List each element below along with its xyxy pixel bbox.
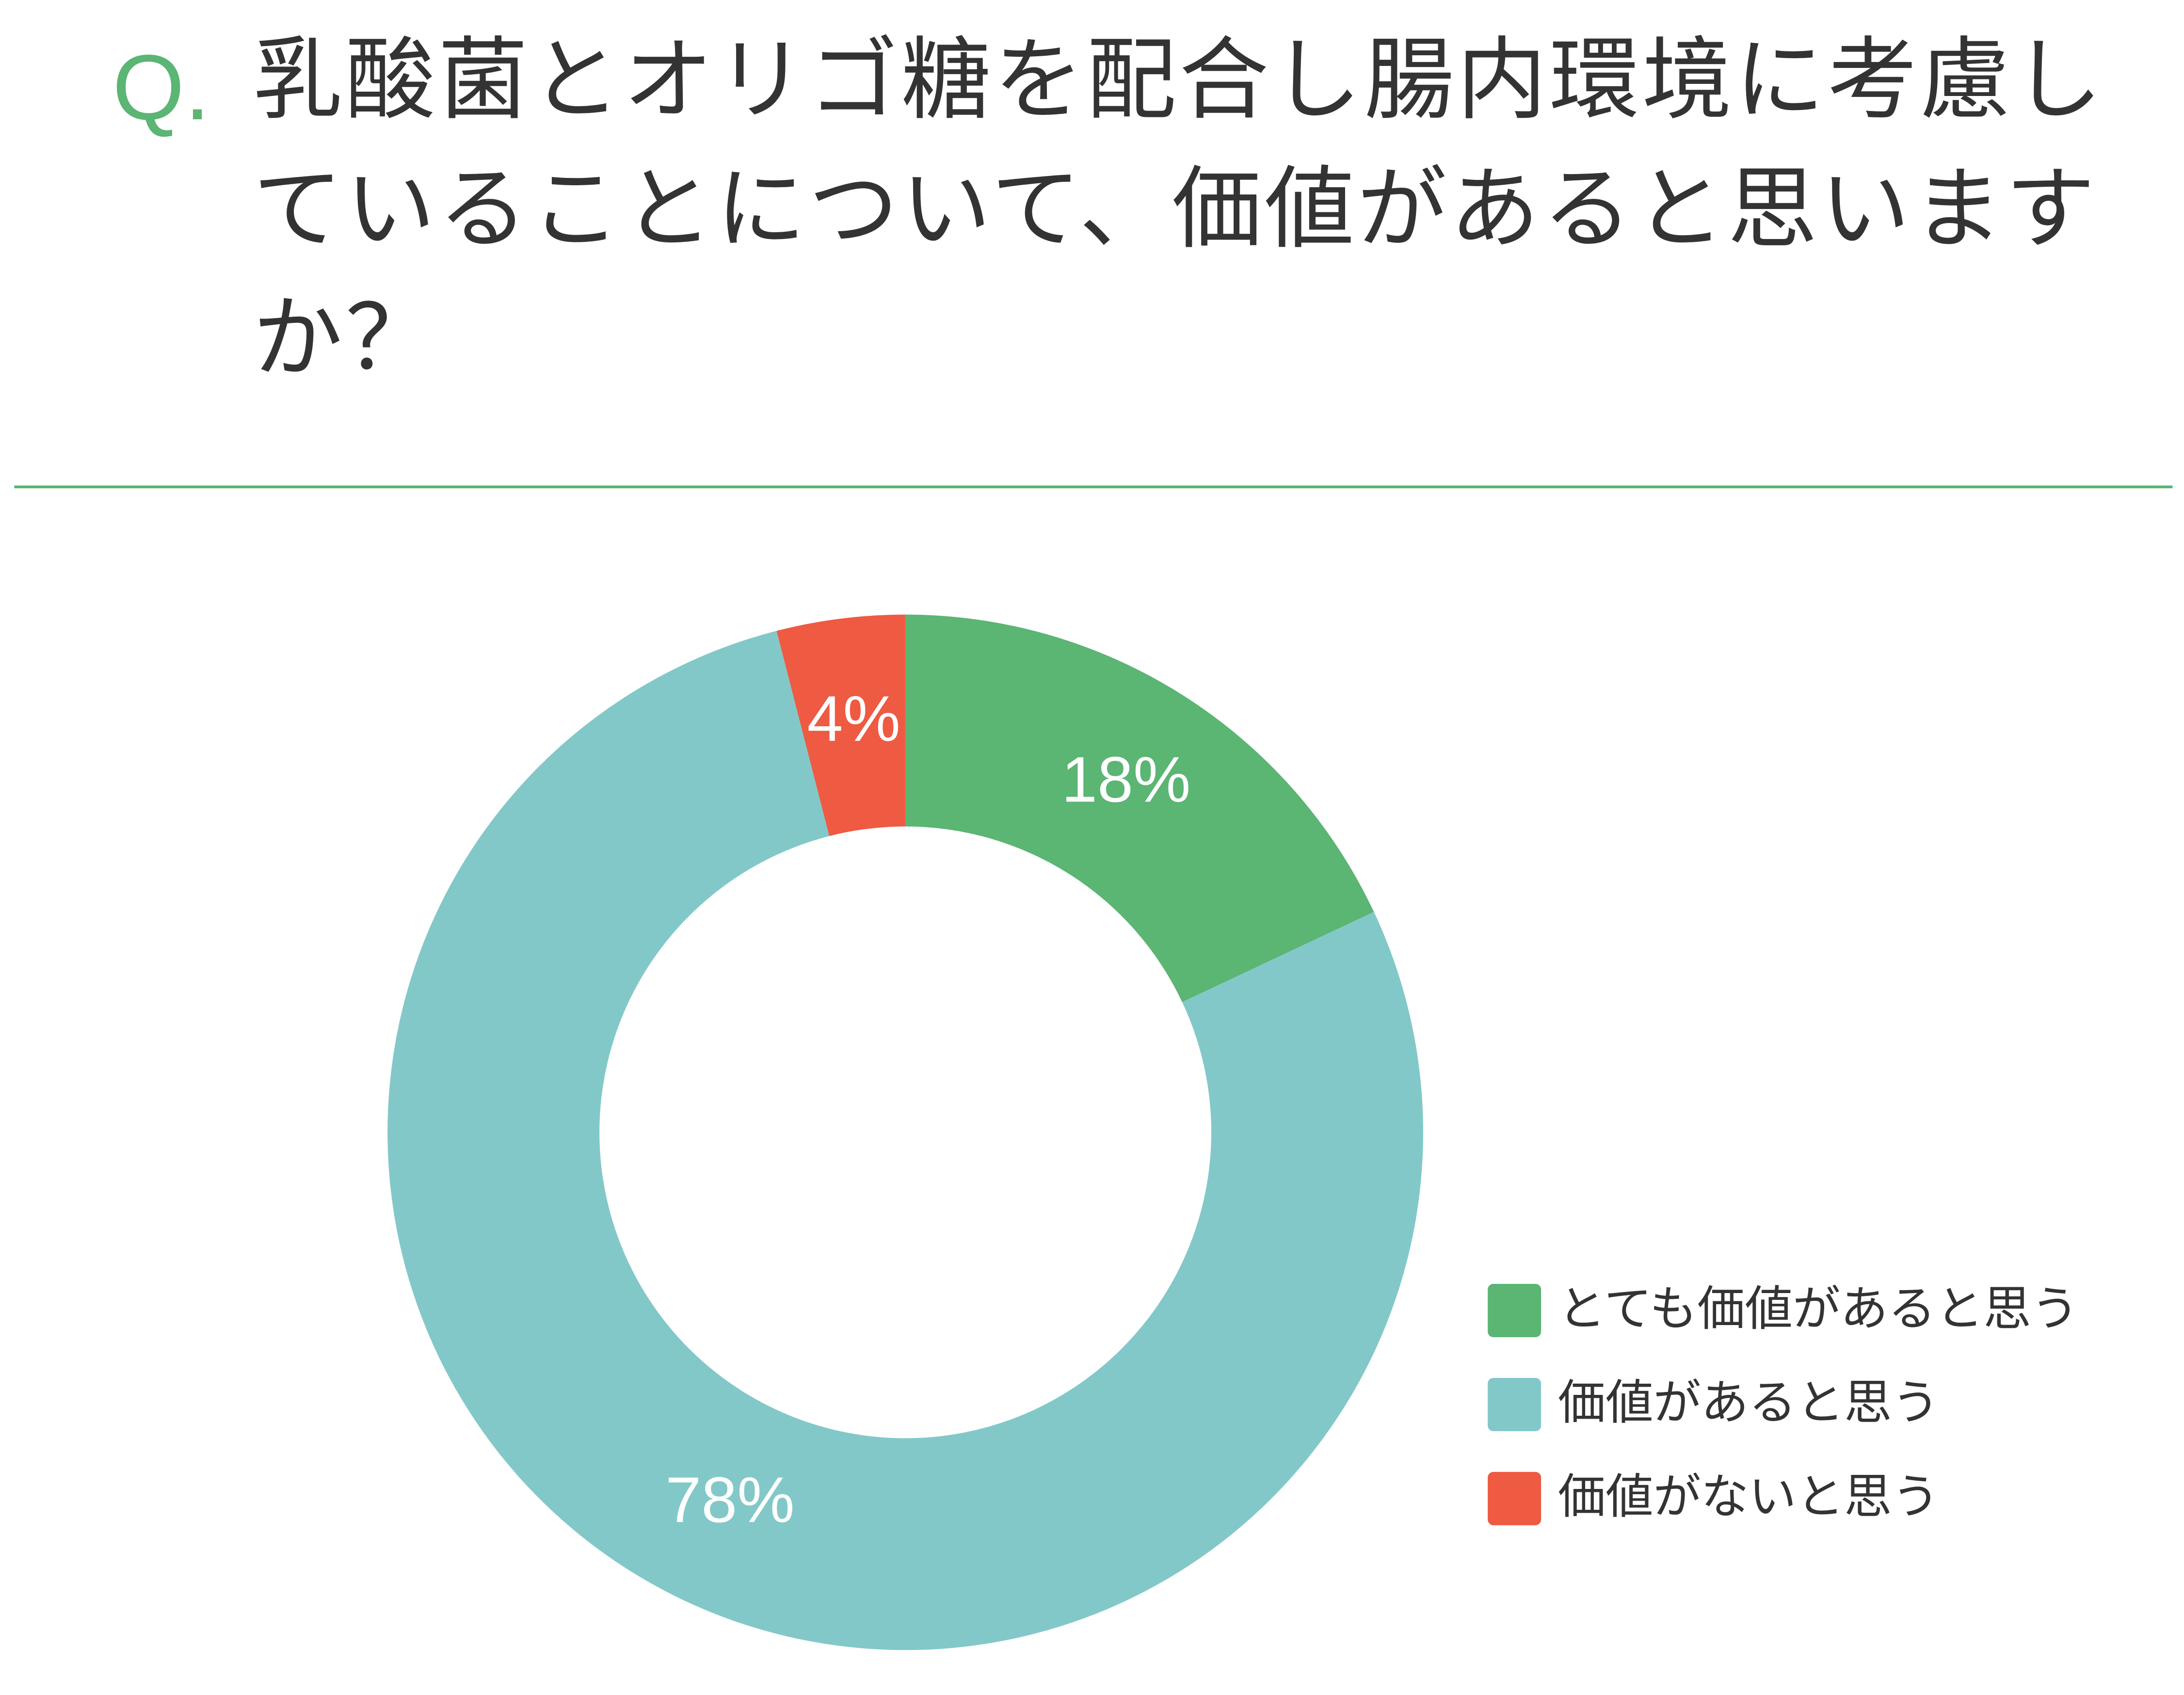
title-box: 乳酸菌とオリゴ糖を配合し腸内環境に考慮していることについて、価値があると思います… bbox=[253, 29, 2105, 392]
question-label: Q. bbox=[112, 36, 210, 139]
legend-label: 価値がないと思う bbox=[1558, 1470, 1940, 1525]
legend-label: 価値があると思う bbox=[1558, 1375, 1940, 1431]
legend-swatch bbox=[1488, 1471, 1542, 1525]
donut-segment bbox=[776, 614, 906, 836]
legend-label: とても価値があると思う bbox=[1558, 1281, 2079, 1337]
chart-title: 乳酸菌とオリゴ糖を配合し腸内環境に考慮していることについて、価値があると思います… bbox=[253, 29, 2105, 392]
legend-swatch bbox=[1488, 1377, 1542, 1431]
data-label: 18% bbox=[1061, 743, 1190, 816]
donut-segment bbox=[905, 614, 1374, 1002]
donut-segment bbox=[387, 631, 1423, 1650]
legend-swatch bbox=[1488, 1284, 1542, 1338]
data-label: 78% bbox=[665, 1464, 794, 1536]
data-label: 4% bbox=[807, 683, 900, 755]
